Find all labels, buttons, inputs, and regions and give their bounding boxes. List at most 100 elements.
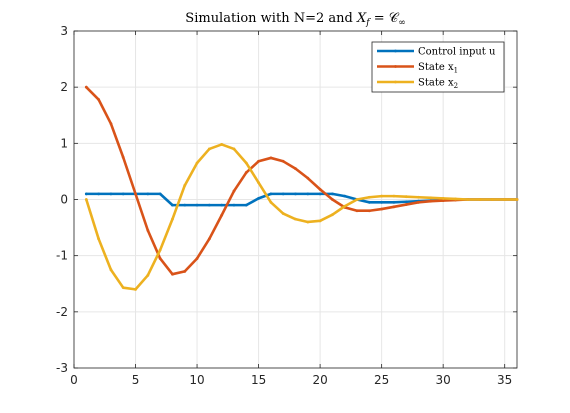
data-point <box>109 192 113 196</box>
data-point <box>195 257 199 260</box>
data-point <box>257 159 260 163</box>
y-tick-label: 0 <box>60 193 68 207</box>
y-tick-label: 1 <box>60 136 68 150</box>
data-point <box>158 192 162 196</box>
legend-entry: State x2 <box>377 78 458 91</box>
data-point <box>220 213 224 217</box>
data-point <box>515 198 519 201</box>
data-point <box>146 273 150 277</box>
data-point <box>183 203 187 207</box>
data-point <box>257 196 260 200</box>
data-point <box>244 171 248 174</box>
data-point <box>121 155 125 159</box>
data-point <box>121 192 125 196</box>
data-point <box>121 286 125 290</box>
data-point <box>232 203 236 207</box>
data-point <box>355 209 359 213</box>
data-point <box>171 217 174 221</box>
data-point <box>367 200 371 204</box>
legend-label: State x2 <box>418 78 458 91</box>
legend-marker <box>394 80 397 84</box>
data-point <box>97 237 101 241</box>
data-point <box>207 147 211 151</box>
data-point <box>380 194 384 198</box>
data-point <box>84 85 88 89</box>
data-point <box>490 198 494 201</box>
data-point <box>429 196 433 200</box>
data-point <box>306 176 310 180</box>
y-tick-label: 3 <box>60 24 68 38</box>
legend-label: Control input u <box>418 47 496 58</box>
data-point <box>294 217 297 221</box>
data-point <box>220 203 224 207</box>
y-tick-label: -1 <box>56 249 68 263</box>
y-tick-label: -2 <box>56 305 68 319</box>
data-point <box>367 209 371 213</box>
data-point <box>171 272 174 276</box>
data-point <box>97 192 101 196</box>
data-point <box>404 203 408 206</box>
x-tick-label: 0 <box>70 373 78 387</box>
data-point <box>478 198 482 201</box>
data-point <box>392 194 396 198</box>
data-point <box>294 167 297 171</box>
data-point <box>318 219 322 223</box>
data-point <box>441 196 445 200</box>
data-point <box>466 198 470 201</box>
data-point <box>84 198 88 201</box>
data-point <box>380 200 384 204</box>
data-point <box>367 195 371 199</box>
data-point <box>134 287 137 291</box>
x-tick-label: 20 <box>312 373 327 387</box>
legend-items: Control input u State x1 State x2 <box>377 47 496 91</box>
chart-title: Simulation with N=2 and Xf = 𝒞∞ <box>185 11 405 28</box>
legend-marker <box>394 65 397 68</box>
data-point <box>134 192 137 196</box>
data-point <box>343 204 347 208</box>
series-3 <box>84 143 519 291</box>
data-point <box>146 192 150 196</box>
data-point <box>331 213 334 217</box>
data-point <box>269 200 273 204</box>
data-point <box>281 212 285 215</box>
data-point <box>207 203 211 207</box>
tick-labels: 0 5 10 15 20 25 30 35 -3 -2 -1 0 1 2 3 <box>56 24 512 387</box>
data-point <box>404 200 408 204</box>
data-point <box>171 203 174 207</box>
data-point <box>220 143 224 146</box>
data-point <box>454 197 457 201</box>
data-point <box>281 192 285 196</box>
x-tick-label: 35 <box>497 373 512 387</box>
data-point <box>232 189 236 193</box>
data-point <box>146 228 150 232</box>
legend-marker <box>394 49 397 53</box>
x-tick-label: 25 <box>374 373 389 387</box>
data-point <box>195 161 199 165</box>
data-point <box>318 192 322 196</box>
data-point <box>244 203 248 207</box>
data-point <box>244 161 248 165</box>
data-point <box>417 200 420 204</box>
data-point <box>503 198 507 201</box>
data-point <box>331 198 334 201</box>
y-tick-label: 2 <box>60 80 68 94</box>
data-point <box>441 199 445 203</box>
data-point <box>404 195 408 199</box>
data-point <box>355 198 359 201</box>
data-point <box>392 200 396 204</box>
data-point <box>318 187 322 191</box>
data-point <box>294 192 297 196</box>
x-tick-label: 30 <box>436 373 451 387</box>
data-point <box>429 199 433 203</box>
x-tick-label: 10 <box>189 373 204 387</box>
series-line <box>85 143 519 291</box>
data-point <box>269 192 273 196</box>
data-point <box>392 205 396 209</box>
x-tick-label: 15 <box>251 373 266 387</box>
data-point <box>158 248 162 252</box>
data-point <box>281 159 285 163</box>
data-point <box>331 192 334 196</box>
series-group <box>84 85 519 291</box>
